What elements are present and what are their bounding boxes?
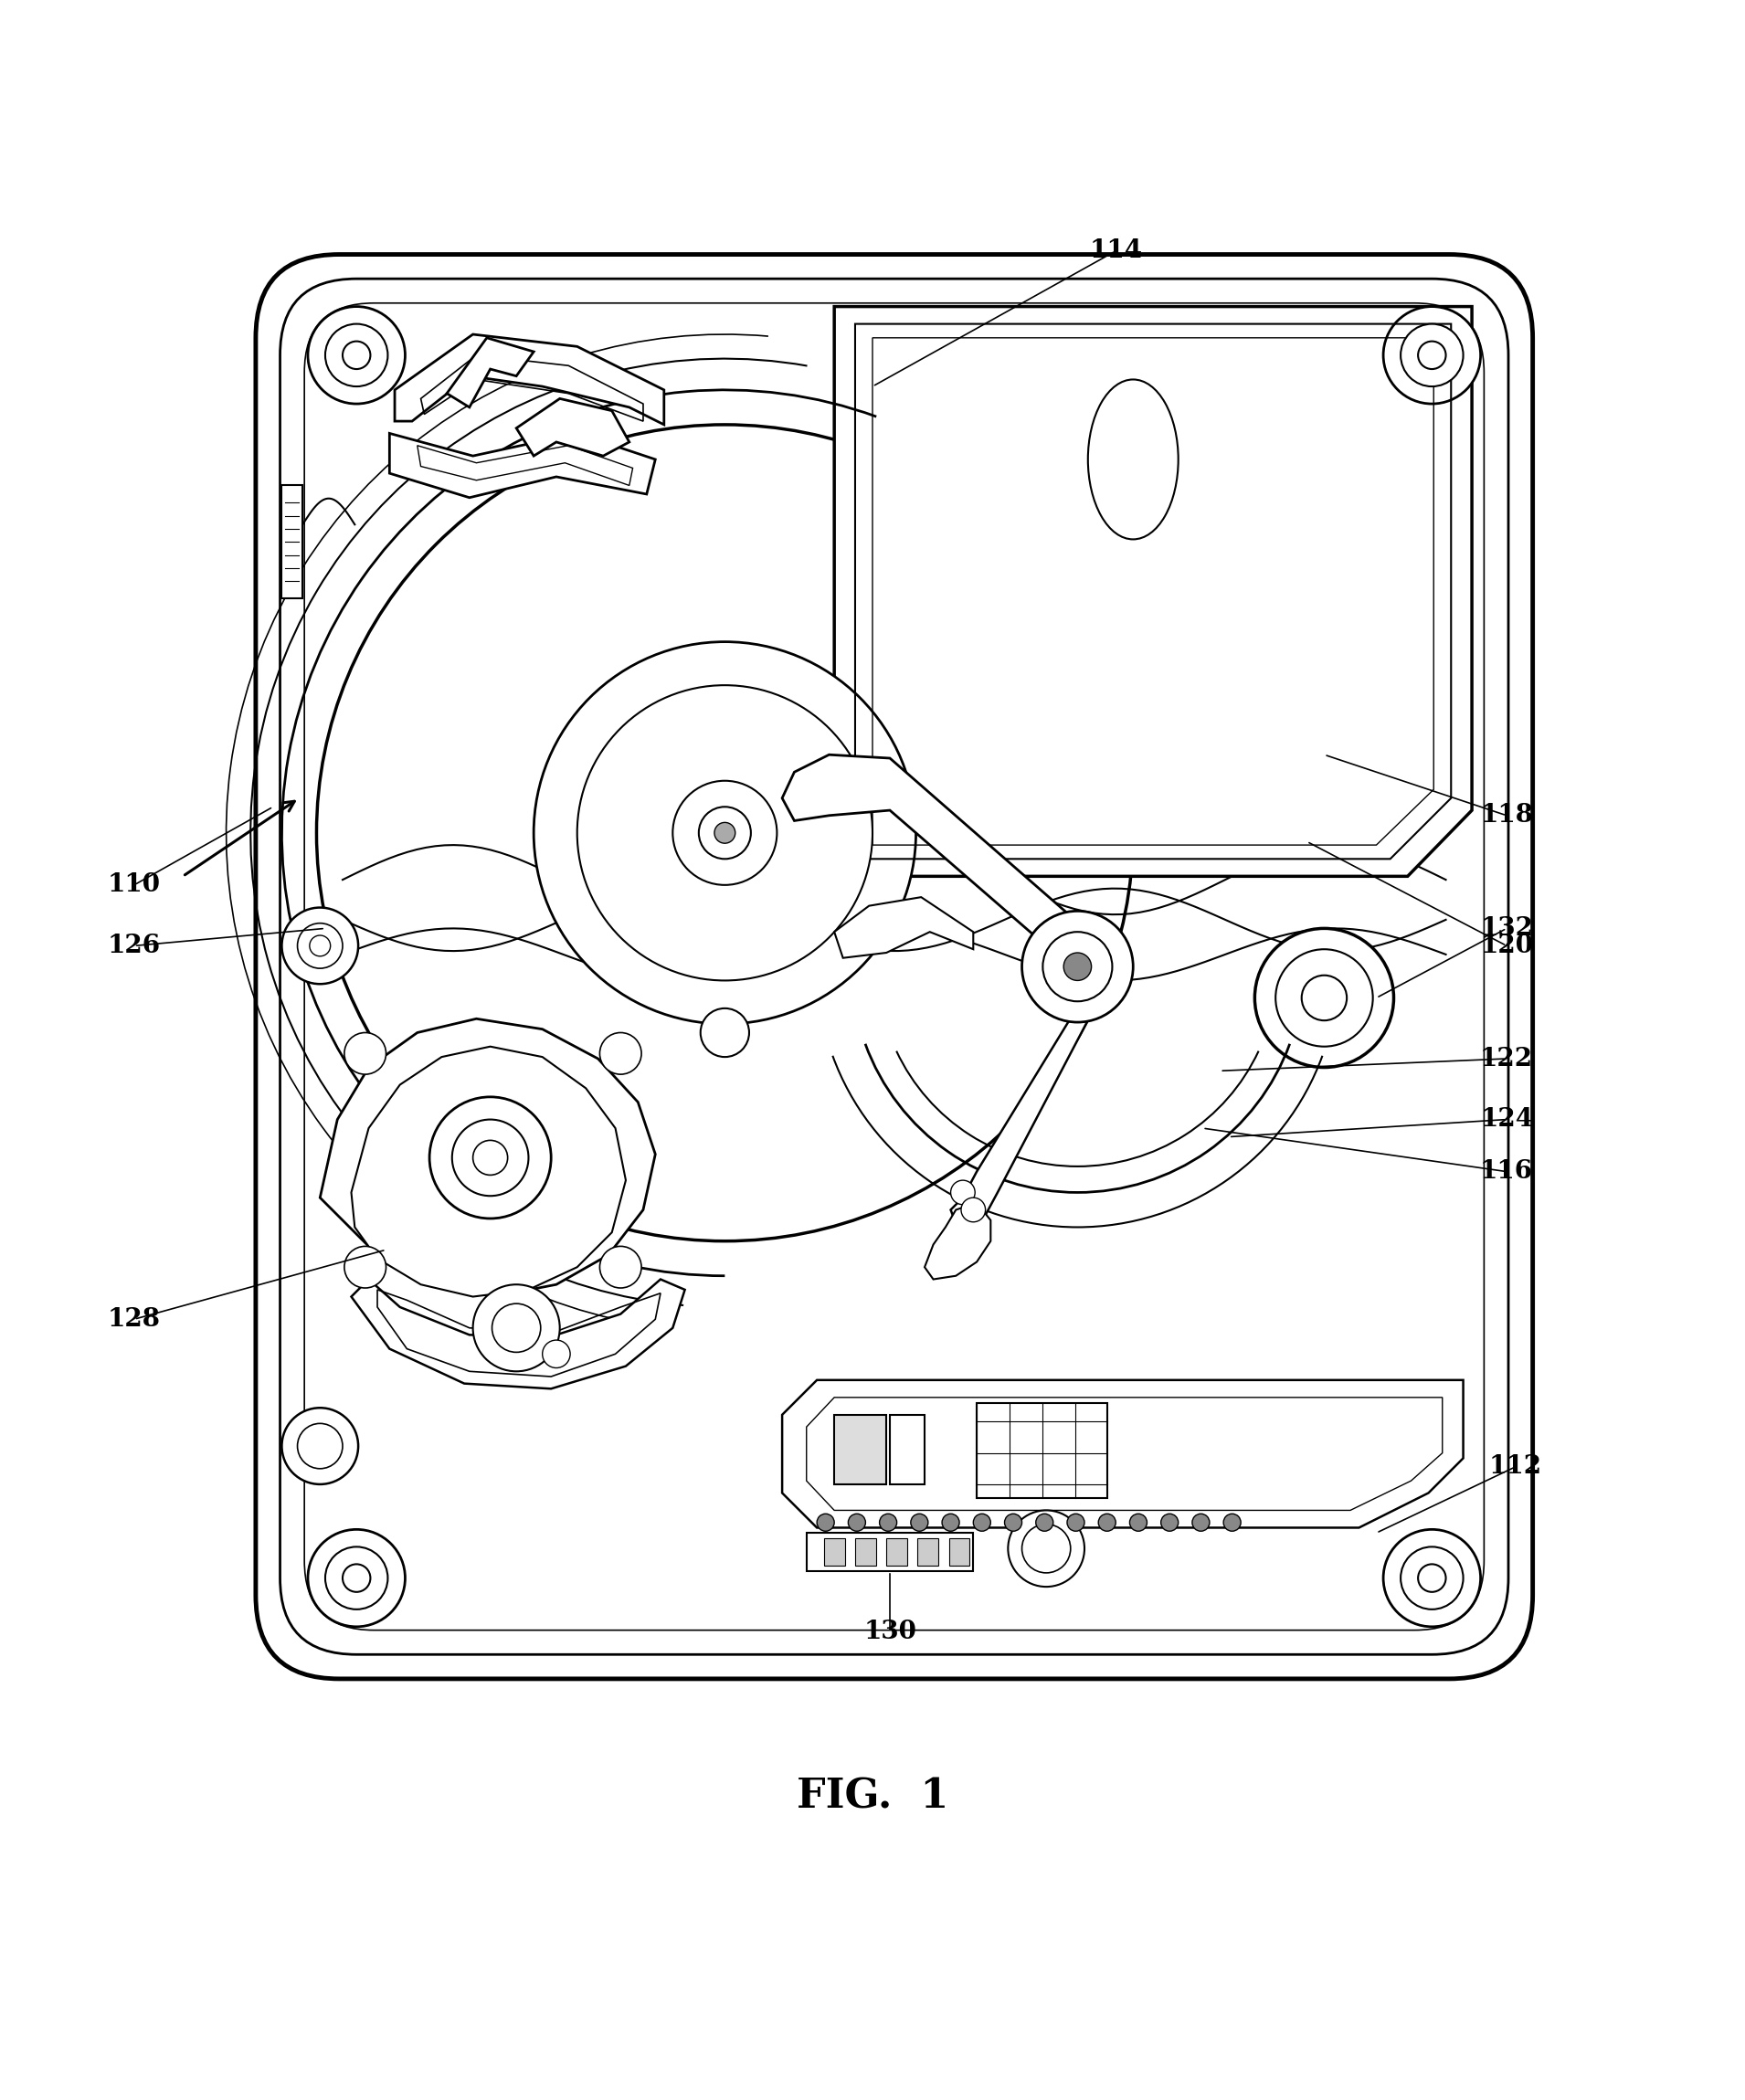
Circle shape xyxy=(473,1285,560,1371)
Circle shape xyxy=(817,1514,834,1531)
Bar xyxy=(834,1415,886,1485)
Polygon shape xyxy=(319,1018,656,1296)
Polygon shape xyxy=(281,485,302,599)
Circle shape xyxy=(325,1548,387,1609)
Circle shape xyxy=(1009,1510,1084,1588)
Circle shape xyxy=(578,685,872,981)
Circle shape xyxy=(1129,1514,1146,1531)
Circle shape xyxy=(297,1424,342,1468)
Circle shape xyxy=(600,1033,642,1075)
Polygon shape xyxy=(925,1203,991,1279)
Circle shape xyxy=(297,924,342,968)
Bar xyxy=(949,1537,970,1567)
Bar xyxy=(890,1415,925,1485)
Polygon shape xyxy=(351,1046,626,1296)
Text: 132: 132 xyxy=(1480,916,1534,941)
Bar xyxy=(855,1537,876,1567)
FancyBboxPatch shape xyxy=(257,254,1532,1678)
Circle shape xyxy=(911,1514,928,1531)
Circle shape xyxy=(281,907,358,985)
Circle shape xyxy=(342,342,370,370)
Circle shape xyxy=(1223,1514,1241,1531)
Bar xyxy=(886,1537,907,1567)
Text: 112: 112 xyxy=(1488,1455,1543,1478)
Polygon shape xyxy=(517,399,630,456)
Bar xyxy=(977,1403,1106,1497)
Circle shape xyxy=(309,935,330,956)
Circle shape xyxy=(1401,323,1464,386)
Polygon shape xyxy=(782,754,1103,985)
Circle shape xyxy=(600,1245,642,1287)
Circle shape xyxy=(344,1245,386,1287)
Circle shape xyxy=(1302,974,1347,1021)
Circle shape xyxy=(452,1119,529,1195)
Circle shape xyxy=(473,1140,508,1176)
Circle shape xyxy=(961,1197,986,1222)
Circle shape xyxy=(1160,1514,1178,1531)
Circle shape xyxy=(1064,953,1091,981)
Circle shape xyxy=(1023,1525,1071,1573)
Text: 118: 118 xyxy=(1480,802,1534,827)
Polygon shape xyxy=(389,433,656,498)
Polygon shape xyxy=(834,307,1471,876)
Bar xyxy=(918,1537,939,1567)
Circle shape xyxy=(281,1407,358,1485)
Text: 130: 130 xyxy=(864,1619,916,1644)
Circle shape xyxy=(307,307,405,403)
Circle shape xyxy=(1005,1514,1023,1531)
Polygon shape xyxy=(782,1380,1464,1527)
Circle shape xyxy=(1044,932,1112,1002)
Text: 124: 124 xyxy=(1480,1107,1534,1132)
Circle shape xyxy=(1192,1514,1209,1531)
Text: 114: 114 xyxy=(1089,239,1143,262)
Circle shape xyxy=(1098,1514,1115,1531)
Circle shape xyxy=(1419,342,1447,370)
Polygon shape xyxy=(834,897,974,958)
Polygon shape xyxy=(951,981,1108,1226)
Circle shape xyxy=(1384,1529,1480,1628)
Circle shape xyxy=(1401,1548,1464,1609)
Circle shape xyxy=(974,1514,991,1531)
Circle shape xyxy=(714,823,735,844)
Circle shape xyxy=(1384,307,1480,403)
Polygon shape xyxy=(806,1533,974,1571)
Circle shape xyxy=(700,1008,749,1056)
Text: FIG.  1: FIG. 1 xyxy=(796,1777,949,1816)
Polygon shape xyxy=(394,334,665,424)
Circle shape xyxy=(1037,1514,1054,1531)
Circle shape xyxy=(429,1096,551,1218)
Circle shape xyxy=(698,806,750,859)
Circle shape xyxy=(942,1514,960,1531)
Text: 128: 128 xyxy=(108,1306,161,1331)
Text: 126: 126 xyxy=(108,932,161,958)
Ellipse shape xyxy=(1087,380,1178,540)
Circle shape xyxy=(1023,911,1133,1023)
Circle shape xyxy=(1255,928,1394,1067)
Circle shape xyxy=(879,1514,897,1531)
Circle shape xyxy=(325,323,387,386)
Circle shape xyxy=(342,1564,370,1592)
Text: 110: 110 xyxy=(108,874,161,897)
Circle shape xyxy=(492,1304,541,1352)
Text: 116: 116 xyxy=(1480,1159,1534,1184)
Circle shape xyxy=(951,1180,975,1205)
Bar xyxy=(824,1537,845,1567)
Circle shape xyxy=(1276,949,1373,1046)
Circle shape xyxy=(543,1340,571,1367)
Circle shape xyxy=(307,1529,405,1628)
Polygon shape xyxy=(351,1279,684,1388)
Circle shape xyxy=(1068,1514,1084,1531)
Circle shape xyxy=(534,643,916,1025)
Circle shape xyxy=(316,424,1133,1241)
Circle shape xyxy=(848,1514,866,1531)
Text: 120: 120 xyxy=(1480,932,1534,958)
Text: 122: 122 xyxy=(1480,1046,1534,1071)
Circle shape xyxy=(344,1033,386,1075)
Polygon shape xyxy=(447,338,534,407)
Circle shape xyxy=(1419,1564,1447,1592)
Circle shape xyxy=(674,781,777,884)
